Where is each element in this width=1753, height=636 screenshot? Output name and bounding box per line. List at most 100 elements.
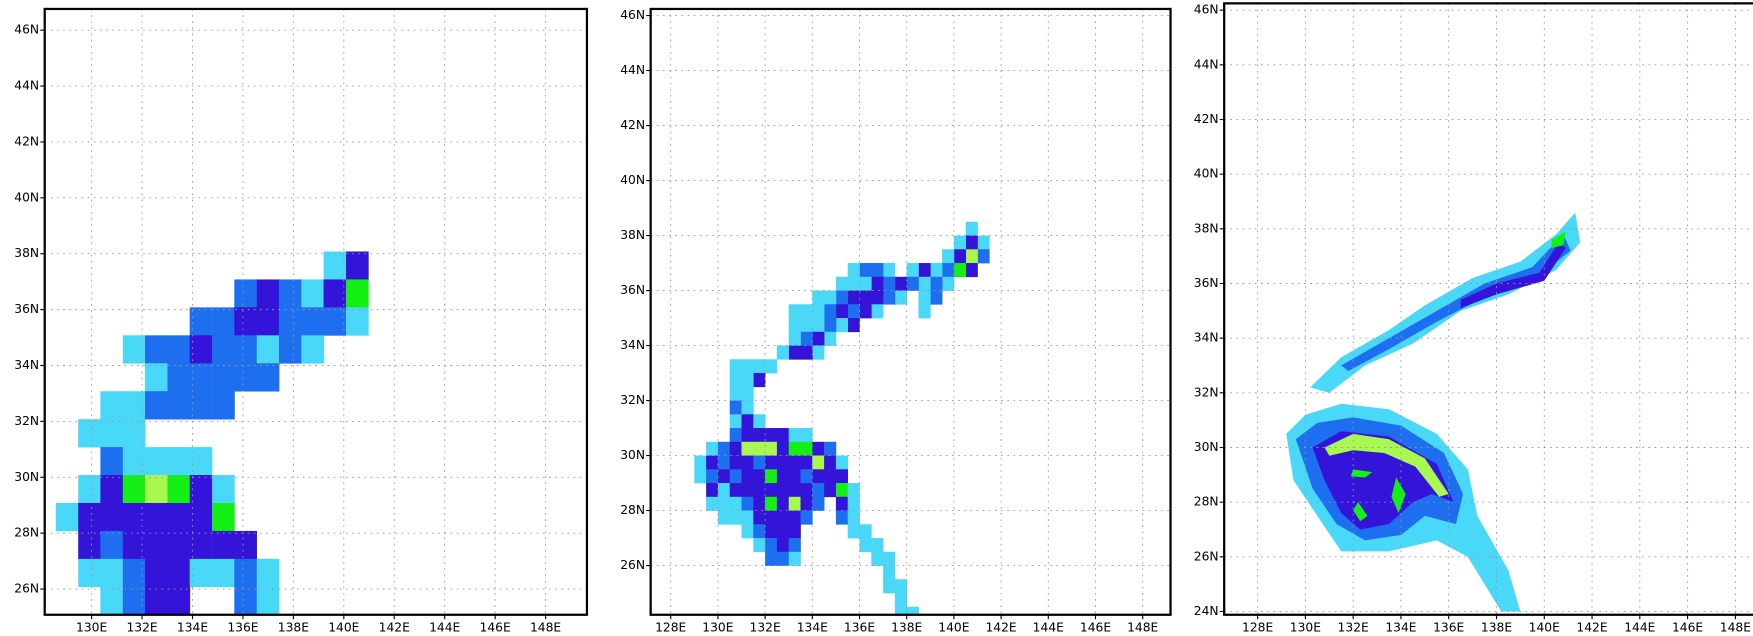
- precip-cell: [234, 558, 257, 588]
- precip-cell: [894, 290, 908, 305]
- precip-cell: [256, 363, 280, 392]
- precip-cell: [78, 530, 101, 560]
- precip-cell: [765, 359, 778, 374]
- precip-cell: [835, 496, 849, 511]
- x-tick-label: 148E: [1127, 621, 1158, 635]
- precip-cell: [167, 363, 191, 392]
- precip-cell: [871, 276, 884, 291]
- precip-cell: [965, 263, 978, 278]
- y-tick-label: 26N: [1194, 549, 1219, 563]
- y-tick-label: 28N: [620, 503, 645, 517]
- precip-cell: [706, 496, 719, 511]
- precip-cell: [776, 538, 790, 553]
- precip-cell: [788, 538, 801, 553]
- precip-cell: [145, 530, 168, 560]
- precip-cell: [894, 593, 908, 608]
- precip-cell: [741, 386, 754, 401]
- precip-cell: [100, 558, 124, 588]
- precip-cell: [776, 496, 790, 511]
- precip-cell: [835, 304, 849, 319]
- precip-cell: [847, 496, 860, 511]
- precip-cell: [859, 263, 872, 278]
- precip-cell: [706, 483, 719, 498]
- precip-cell: [942, 263, 955, 278]
- precip-cell: [189, 391, 213, 420]
- precip-cell: [918, 263, 931, 278]
- y-tick-label: 46N: [14, 23, 39, 37]
- precip-cell: [122, 558, 146, 588]
- map-panel: [650, 8, 1171, 615]
- precip-cell: [729, 373, 742, 388]
- precip-cell: [824, 469, 837, 484]
- precip-cell: [753, 455, 766, 470]
- x-tick-label: 134E: [797, 621, 828, 635]
- precip-cell: [812, 469, 825, 484]
- precip-cell: [871, 290, 884, 305]
- precip-cell: [906, 263, 919, 278]
- precip-cell: [788, 345, 801, 360]
- precip-cell: [800, 496, 813, 511]
- precip-cell: [729, 510, 742, 525]
- precip-cell: [753, 483, 766, 498]
- precip-cell: [824, 483, 837, 498]
- map-frame: [43, 7, 589, 616]
- precip-cell: [776, 469, 790, 484]
- x-tick-label: 136E: [1433, 621, 1464, 635]
- x-tick-label: 140E: [938, 621, 969, 635]
- precip-cell: [847, 510, 860, 525]
- x-tick-label: 148E: [530, 621, 561, 635]
- precip-cell: [776, 345, 790, 360]
- precip-cell: [100, 447, 124, 476]
- precip-cell: [753, 524, 766, 539]
- x-tick-label: 138E: [1481, 621, 1512, 635]
- precip-cell: [706, 441, 719, 456]
- precip-cell: [100, 586, 124, 615]
- precip-cell: [871, 551, 884, 566]
- precip-cell: [824, 441, 837, 456]
- precip-cell: [883, 551, 896, 566]
- precip-cell: [717, 469, 731, 484]
- precip-cell: [741, 469, 754, 484]
- precip-cell: [835, 318, 849, 333]
- x-tick-label: 138E: [278, 621, 309, 635]
- precip-cell: [800, 318, 813, 333]
- precip-cell: [753, 441, 766, 456]
- precip-cell: [145, 447, 168, 476]
- precip-cell: [167, 586, 191, 615]
- y-tick-label: 24N: [1194, 604, 1219, 618]
- x-tick-label: 134E: [1385, 621, 1416, 635]
- precip-cell: [189, 335, 213, 364]
- y-tick-label: 46N: [1194, 3, 1219, 17]
- precip-cell: [717, 441, 731, 456]
- precip-cell: [812, 455, 825, 470]
- precip-cell: [883, 565, 896, 580]
- precip-cell: [765, 455, 778, 470]
- x-tick-label: 142E: [379, 621, 410, 635]
- precip-cell: [859, 290, 872, 305]
- precip-cell: [729, 386, 742, 401]
- x-tick-label: 130E: [76, 621, 107, 635]
- precip-cell: [256, 335, 280, 364]
- y-tick-label: 44N: [14, 79, 39, 93]
- x-tick-label: 132E: [126, 621, 157, 635]
- precip-cell: [706, 455, 719, 470]
- precip-cell: [323, 279, 347, 308]
- precip-cell: [953, 235, 967, 250]
- precip-cell: [301, 307, 325, 336]
- y-tick-label: 42N: [14, 134, 39, 148]
- precip-cell: [753, 373, 766, 388]
- precip-cell: [323, 251, 347, 280]
- precip-cell: [100, 530, 124, 560]
- precip-cell: [234, 279, 257, 308]
- precip-cell: [212, 391, 235, 420]
- y-tick-label: 34N: [620, 338, 645, 352]
- precip-cell: [256, 279, 280, 308]
- precip-cell: [100, 419, 124, 448]
- x-tick-label: 144E: [1624, 621, 1655, 635]
- precip-cell: [78, 419, 101, 448]
- precip-cell: [256, 586, 280, 615]
- precip-cell: [729, 496, 742, 511]
- precip-cell: [918, 304, 931, 319]
- precip-cell: [122, 335, 146, 364]
